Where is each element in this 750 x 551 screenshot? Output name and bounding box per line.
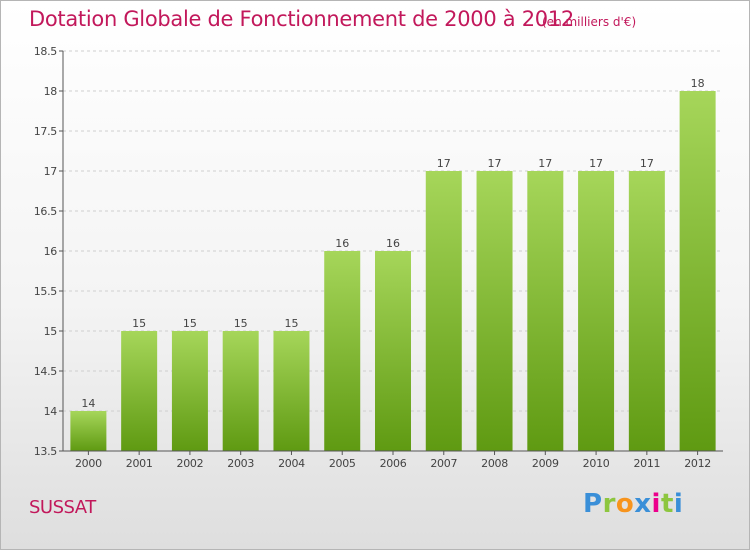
y-tick-label: 14.5 (34, 365, 58, 378)
bar-2001 (121, 331, 158, 451)
data-label: 15 (183, 317, 197, 330)
x-tick-label: 2007 (430, 457, 457, 470)
bar-2000 (70, 411, 107, 451)
data-label: 17 (538, 157, 552, 170)
logo-letter: t (660, 489, 674, 519)
bar-2010 (578, 171, 615, 451)
x-tick-label: 2008 (481, 457, 508, 470)
x-tick-label: 2001 (126, 457, 153, 470)
bar-2006 (375, 251, 411, 451)
x-tick-label: 2010 (583, 457, 610, 470)
y-tick-label: 15.5 (34, 285, 58, 298)
bar-2004 (273, 331, 310, 451)
logo-letter: P (583, 489, 603, 519)
proxiti-logo: Proxiti (583, 489, 683, 519)
logo-letter: o (615, 489, 635, 519)
data-label: 17 (640, 157, 654, 170)
data-label: 14 (81, 397, 95, 410)
bars (70, 91, 716, 451)
y-tick-label: 14 (44, 405, 58, 418)
y-tick-label: 18.5 (34, 45, 58, 58)
bar-2007 (425, 171, 462, 451)
data-label: 18 (691, 77, 705, 90)
x-tick-label: 2011 (633, 457, 660, 470)
y-tick-label: 17 (44, 165, 58, 178)
y-tick-label: 13.5 (34, 445, 58, 458)
chart-title: Dotation Globale de Fonctionnement de 20… (29, 7, 574, 31)
y-tick-label: 17.5 (34, 125, 58, 138)
data-label: 15 (284, 317, 298, 330)
data-labels: 14 15 15 15 15 16 16 17 17 17 17 17 18 (81, 77, 704, 410)
bar-2003 (222, 331, 259, 451)
axes: 13.5 14 14.5 15 15.5 16 16.5 17 17.5 18 18.5 2000 20… (34, 45, 723, 470)
y-tick-label: 18 (44, 85, 58, 98)
data-label: 16 (386, 237, 400, 250)
data-label: 15 (132, 317, 146, 330)
bar-2011 (628, 171, 665, 451)
logo-letter: r (602, 489, 616, 519)
x-tick-label: 2002 (177, 457, 204, 470)
data-label: 17 (488, 157, 502, 170)
data-label: 17 (589, 157, 603, 170)
x-tick-label: 2005 (329, 457, 356, 470)
bar-2008 (476, 171, 513, 451)
data-label: 15 (234, 317, 248, 330)
bar-2002 (171, 331, 208, 451)
x-tick-label: 2000 (75, 457, 102, 470)
bar-2005 (324, 251, 361, 451)
logo-letter: i (673, 489, 684, 519)
logo-letter: i (651, 489, 661, 519)
y-tick-label: 16.5 (34, 205, 58, 218)
x-tick-label: 2004 (278, 457, 305, 470)
x-tick-label: 2009 (532, 457, 559, 470)
y-tick-label: 16 (44, 245, 58, 258)
x-tick-label: 2006 (380, 457, 407, 470)
chart-subtitle: (en milliers d'€) (542, 15, 637, 29)
data-label: 17 (437, 157, 451, 170)
x-tick-label: 2012 (684, 457, 711, 470)
x-tick-label: 2003 (227, 457, 254, 470)
data-label: 16 (335, 237, 349, 250)
y-tick-label: 15 (44, 325, 58, 338)
bar-2012 (679, 91, 716, 451)
logo-letter: x (634, 489, 652, 519)
bar-2009 (527, 171, 564, 451)
commune-name: SUSSAT (29, 497, 96, 518)
